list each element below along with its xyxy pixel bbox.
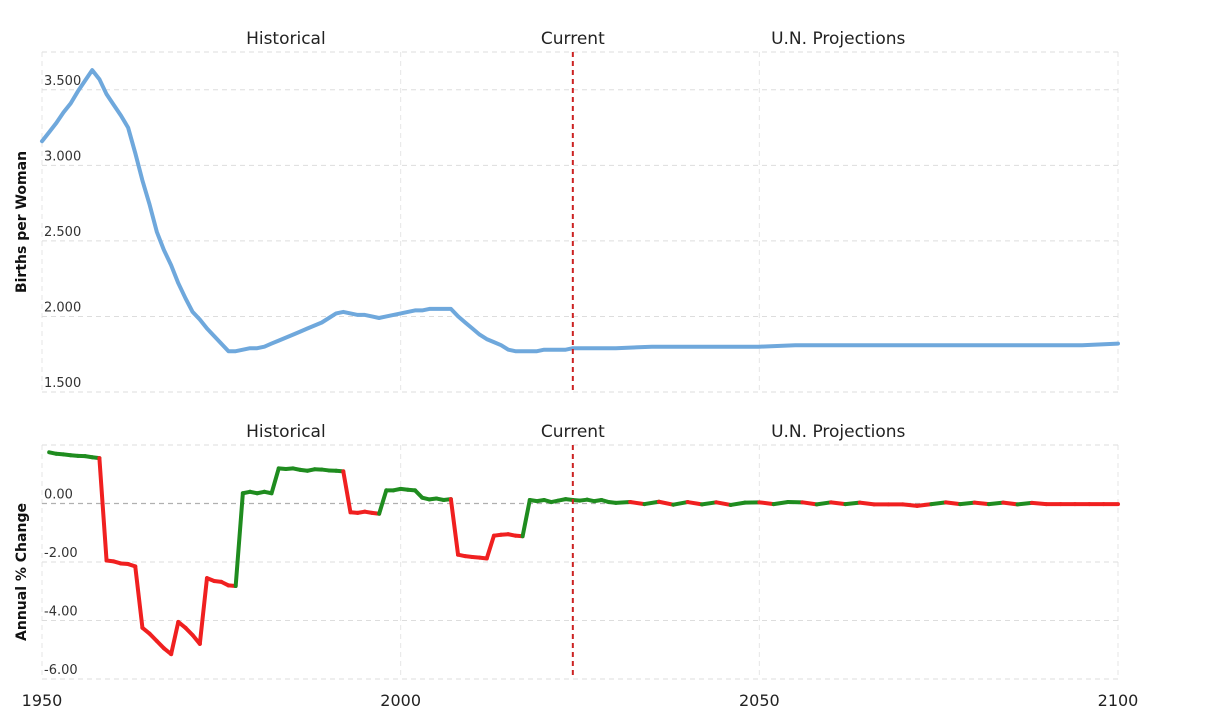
era-label: U.N. Projections [771,422,905,442]
y-tick-label: 2.000 [44,300,81,315]
annual-change-segment [943,500,963,507]
y-tick-label: -6.00 [44,663,78,678]
annual-change-segment [169,619,181,657]
annual-change-segment [915,502,934,508]
annual-change-segment [1001,500,1020,507]
y-tick-label: 1.500 [44,376,81,391]
era-label: U.N. Projections [771,29,905,49]
annual-change-segment [857,500,877,507]
x-tick-label: 2050 [739,691,780,710]
annual-change-segment [269,466,281,496]
y-tick-label: 3.000 [44,149,81,164]
y-axis-title: Annual % Change [14,503,30,641]
era-label: Historical [246,29,326,49]
annual-change-segment [757,500,776,507]
y-axis-title: Births per Woman [14,151,30,293]
annual-change-segment [814,500,834,507]
y-tick-label: 0.00 [44,488,73,503]
x-tick-label: 1950 [22,691,63,710]
annual-change-segment [448,497,461,557]
annual-change-segment [972,500,991,507]
annual-change-segment [929,500,948,507]
annual-change-segment [671,500,690,507]
annual-change-segment [1029,500,1049,507]
annual-change-segment [829,500,848,507]
annual-change-segment [133,564,145,630]
annual-change-segment [714,500,733,507]
x-tick-label: 2000 [380,691,421,710]
annual-change-segment [377,488,389,516]
annual-change-segment [197,576,209,646]
annual-change-segment [900,502,920,508]
fertility-rate-line [40,68,1120,354]
x-tick-label: 2100 [1098,691,1139,710]
annual-change-segment [1015,500,1034,507]
annual-change-segment [628,500,647,507]
y-tick-label: 2.500 [44,225,81,240]
annual-change-segment [233,491,245,588]
annual-change-segment [656,499,676,507]
annual-change-segment [341,469,353,515]
y-tick-label: -4.00 [44,605,78,620]
annual-change-segment [520,497,532,539]
annual-change-segment [800,500,819,507]
annual-change-segment [484,533,496,561]
annual-change-segment [958,500,977,507]
annual-change-segment [728,500,747,507]
annual-change-segment [685,500,704,507]
y-tick-label: 3.500 [44,74,81,89]
era-label: Historical [246,422,326,442]
annual-change-segment [986,500,1006,507]
annual-change-segment [699,500,719,507]
annual-change-segment [613,500,633,505]
annual-change-segment [843,500,862,507]
era-label: Current [541,422,605,442]
era-label: Current [541,29,605,49]
annual-change-segment [771,500,791,507]
y-tick-label: -2.00 [44,546,78,561]
annual-change-segment [642,499,661,507]
annual-change-segment [97,456,109,563]
